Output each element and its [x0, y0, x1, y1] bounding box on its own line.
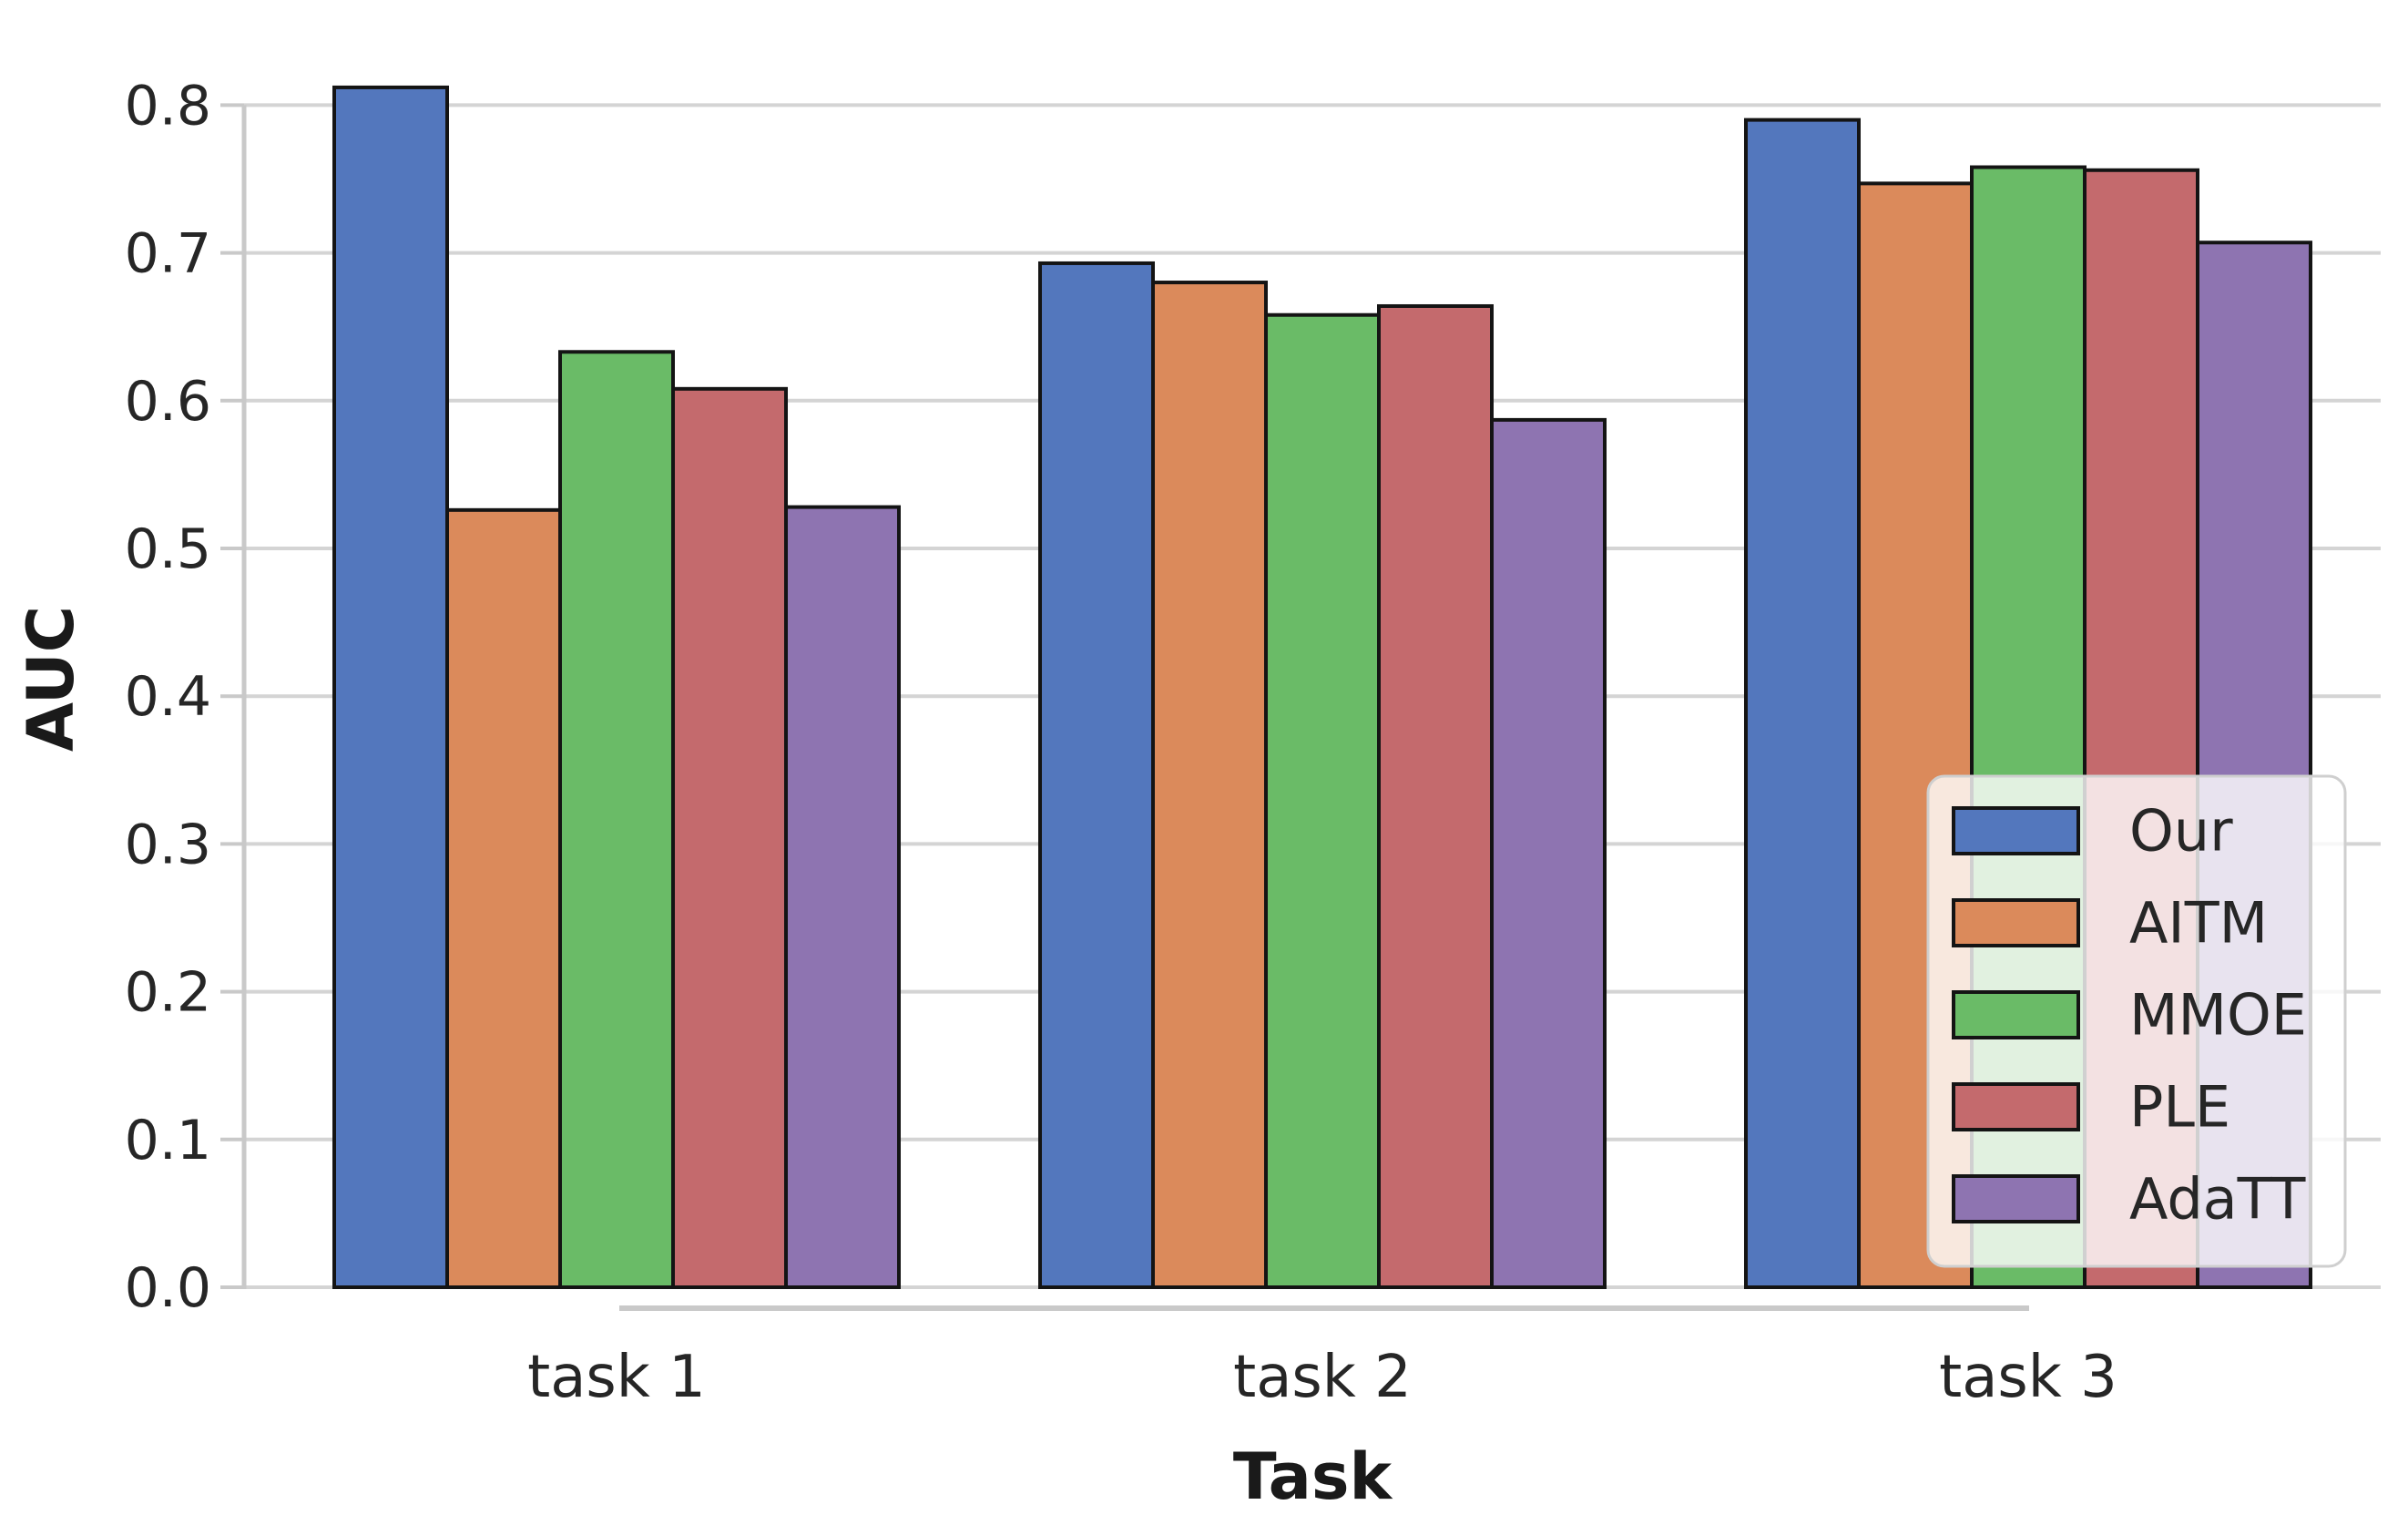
legend-swatch-our	[1952, 806, 2080, 855]
y-tick-label: 0.2	[125, 961, 211, 1025]
axes-spines	[220, 103, 2029, 1311]
bar-our-task3	[1744, 118, 1861, 1289]
y-tick-label: 0.5	[125, 517, 211, 581]
y-tick-label: 0.1	[125, 1109, 211, 1172]
x-axis-title: Task	[1233, 1439, 1393, 1514]
bar-adatt-task1	[784, 505, 901, 1289]
y-tick-label: 0.7	[125, 222, 211, 286]
y-tick-label: 0.0	[125, 1256, 211, 1320]
legend-swatch-aitm	[1952, 898, 2080, 947]
x-tick-label: task 3	[1939, 1344, 2117, 1411]
y-tick-labels: 0.0 0.1 0.2 0.3 0.4 0.5 0.6 0.7 0.8	[125, 74, 211, 1320]
legend-label-mmoe: MMOE	[2129, 982, 2307, 1049]
y-axis-title: AUC	[14, 606, 88, 752]
x-tick-label: task 2	[1233, 1344, 1412, 1411]
legend-label-ple: PLE	[2129, 1074, 2230, 1141]
legend-swatch-adatt	[1952, 1174, 2080, 1223]
y-tick-label: 0.3	[125, 813, 211, 876]
bar-ple-task1	[671, 386, 788, 1290]
bar-aitm-task2	[1151, 281, 1268, 1289]
bar-aitm-task1	[445, 507, 562, 1289]
bar-our-task2	[1038, 261, 1155, 1290]
x-tick-labels: task 1 task 2 task 3	[527, 1344, 2117, 1411]
y-tick-label: 0.4	[125, 665, 211, 729]
legend-label-aitm: AITM	[2129, 890, 2268, 957]
bar-our-task1	[332, 85, 449, 1289]
y-tick-label: 0.8	[125, 74, 211, 138]
y-tick-label: 0.6	[125, 370, 211, 434]
legend-label-our: Our	[2129, 798, 2233, 865]
bar-mmoe-task2	[1264, 312, 1381, 1289]
bar-adatt-task2	[1490, 417, 1607, 1289]
legend: Our AITM MMOE PLE AdaTT	[1926, 774, 2347, 1268]
legend-label-adatt: AdaTT	[2129, 1166, 2306, 1233]
legend-swatch-ple	[1952, 1082, 2080, 1131]
bar-ple-task2	[1377, 303, 1494, 1290]
bar-mmoe-task1	[558, 350, 675, 1289]
x-tick-label: task 1	[527, 1344, 706, 1411]
legend-swatch-mmoe	[1952, 990, 2080, 1039]
